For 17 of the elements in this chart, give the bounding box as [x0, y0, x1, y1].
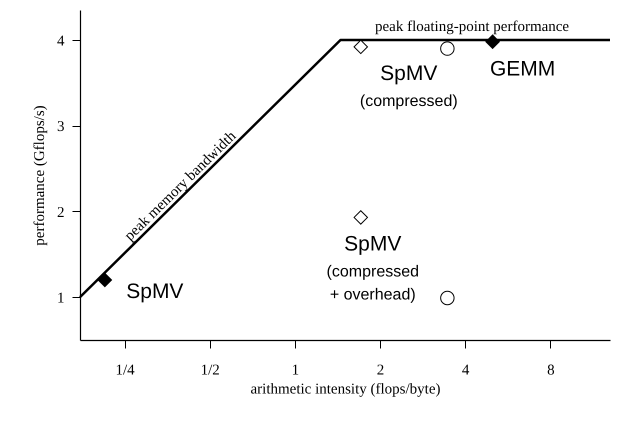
x-tick-label: 1 — [292, 362, 300, 378]
annotation: SpMV — [126, 280, 184, 303]
x-axis-title: arithmetic intensity (flops/byte) — [250, 382, 440, 398]
annotation: SpMV (compressed) — [360, 62, 458, 110]
x-tick-label: 2 — [376, 362, 384, 378]
y-tick-label: 1 — [57, 290, 64, 307]
y-axis-title: performance (Gflops/s) — [32, 105, 48, 246]
annotation: peak floating-point performance — [375, 19, 570, 35]
x-tick-label: 1/2 — [200, 362, 220, 378]
y-tick-label: 2 — [57, 204, 64, 221]
y-tick-label: 3 — [57, 119, 64, 136]
annotation: SpMV (compressed + overhead) — [326, 232, 420, 304]
annotation: GEMM — [490, 58, 556, 81]
x-tick-label: 8 — [547, 362, 555, 378]
y-tick-label: 4 — [57, 34, 65, 50]
x-tick-label: 4 — [462, 362, 470, 378]
x-tick-label: 1/4 — [115, 362, 136, 378]
